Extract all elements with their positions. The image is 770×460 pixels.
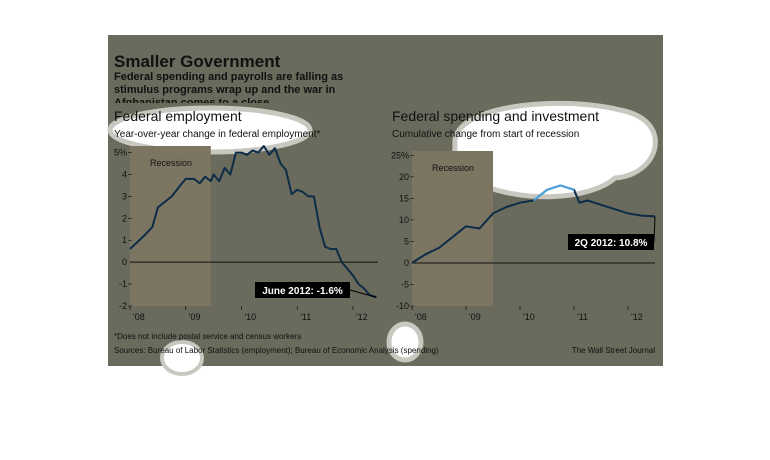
y-tick-label: 15 bbox=[399, 193, 409, 203]
x-tick-label: '10 bbox=[523, 312, 535, 322]
recession-band bbox=[412, 151, 493, 306]
annotation-box bbox=[568, 234, 654, 250]
x-tick-label: '11 bbox=[300, 312, 311, 322]
chart-subtitle: Year-over-year change in federal employm… bbox=[114, 129, 321, 140]
y-tick-label: 1 bbox=[122, 235, 127, 245]
x-tick-label: '11 bbox=[577, 312, 588, 322]
x-tick-label: '09 bbox=[189, 312, 201, 322]
chart-title: Federal spending and investment bbox=[392, 108, 599, 124]
y-tick-label: -10 bbox=[396, 301, 409, 311]
y-tick-label: 2 bbox=[122, 213, 127, 223]
line bbox=[129, 145, 377, 299]
subtitle: Federal spending and payrolls are fallin… bbox=[114, 71, 344, 103]
x-tick-label: '09 bbox=[469, 312, 481, 322]
y-tick-label: 3 bbox=[122, 191, 127, 201]
annotation-box bbox=[255, 282, 350, 298]
recession-label: Recession bbox=[150, 158, 192, 168]
blob bbox=[160, 340, 204, 376]
highlight-line bbox=[533, 184, 574, 202]
annotation-leader bbox=[653, 216, 656, 243]
y-tick-label: 25% bbox=[391, 150, 409, 160]
recession-label: Recession bbox=[432, 163, 474, 173]
y-tick-label: -5 bbox=[401, 279, 409, 289]
blob bbox=[386, 321, 424, 363]
y-tick-label: -1 bbox=[119, 279, 127, 289]
credit: The Wall Street Journal bbox=[572, 346, 656, 355]
y-tick-label: 5% bbox=[114, 148, 127, 158]
subtitle-box: Federal spending and payrolls are fallin… bbox=[114, 71, 344, 103]
y-tick-label: 0 bbox=[122, 257, 127, 267]
x-tick-label: '12 bbox=[356, 312, 368, 322]
recession-band bbox=[130, 146, 211, 306]
title: Smaller Government bbox=[114, 52, 281, 71]
x-tick-label: '10 bbox=[244, 312, 256, 322]
y-tick-label: -2 bbox=[119, 301, 127, 311]
x-tick-label: '08 bbox=[415, 312, 427, 322]
footnote: *Does not include postal service and cen… bbox=[114, 332, 301, 341]
annotation: 2Q 2012: 10.8% bbox=[575, 238, 648, 249]
y-tick-label: 10 bbox=[399, 215, 409, 225]
x-tick-label: '08 bbox=[133, 312, 145, 322]
annotation-leader bbox=[349, 289, 377, 298]
y-tick-label: 0 bbox=[404, 258, 409, 268]
chart-subtitle: Cumulative change from start of recessio… bbox=[392, 129, 579, 140]
y-tick-label: 5 bbox=[404, 236, 409, 246]
chart-title: Federal employment bbox=[114, 108, 242, 124]
annotation: June 2012: -1.6% bbox=[262, 286, 343, 297]
y-tick-label: 4 bbox=[122, 169, 127, 179]
overlay-blobs bbox=[107, 100, 658, 376]
y-tick-label: 20 bbox=[399, 172, 409, 182]
x-tick-label: '12 bbox=[631, 312, 643, 322]
source: Sources: Bureau of Labor Statistics (emp… bbox=[114, 346, 439, 355]
